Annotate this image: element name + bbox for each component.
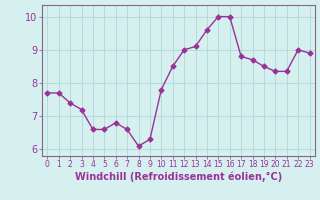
X-axis label: Windchill (Refroidissement éolien,°C): Windchill (Refroidissement éolien,°C) [75,172,282,182]
